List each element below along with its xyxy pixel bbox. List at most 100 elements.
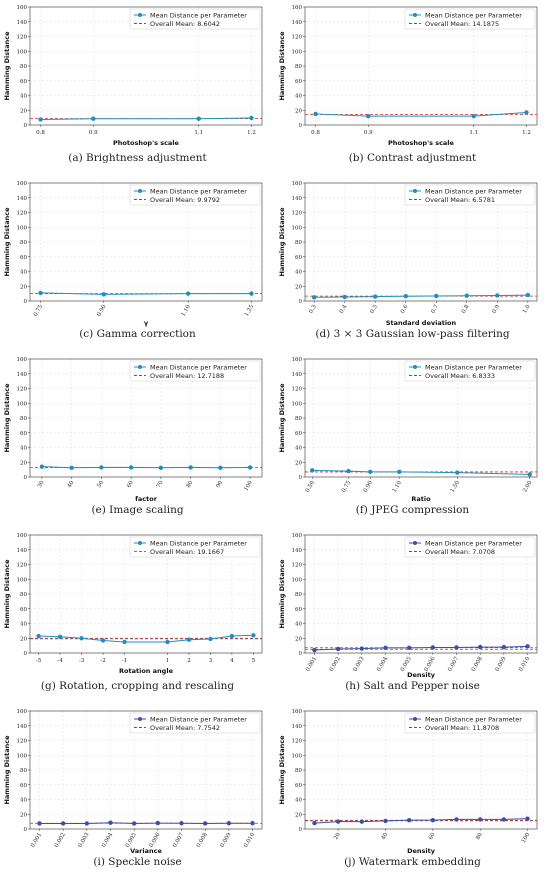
caption-c: (c) Gamma correction xyxy=(79,328,196,340)
y-tick-label: 120 xyxy=(17,387,28,393)
legend-mean-label: Overall Mean: 11.8708 xyxy=(425,724,499,732)
chart-panel-e: 0 20 40 60 80 100 120 140 160 30 40 50 60 70 80 90 100 Ha… xyxy=(0,352,275,528)
y-axis-label: Hamming Distance xyxy=(278,735,286,805)
series-line xyxy=(41,466,251,469)
data-point xyxy=(128,465,134,470)
y-tick-label: 0 xyxy=(299,651,303,657)
data-point xyxy=(196,116,201,121)
x-tick-label: 0.003 xyxy=(352,656,365,673)
data-point xyxy=(313,111,318,117)
caption-h: (h) Salt and Pepper noise xyxy=(345,680,480,692)
data-point xyxy=(455,470,460,475)
x-tick-label: 80 xyxy=(186,480,195,489)
data-point xyxy=(101,292,107,297)
chart-panel-b: 0 20 40 60 80 100 120 140 160 0.8 0.9 1.1 1.2 Hamming… xyxy=(275,0,550,176)
legend-series-marker xyxy=(413,717,417,721)
data-point xyxy=(38,117,43,122)
y-tick-label: 160 xyxy=(292,5,303,11)
legend-series-label: Mean Distance per Parameter xyxy=(150,363,247,371)
data-point xyxy=(247,465,253,470)
x-tick-label: -1 xyxy=(122,658,127,664)
x-tick-label: 2.00 xyxy=(522,480,534,494)
y-tick-label: 140 xyxy=(292,724,303,730)
x-tick-label: -3 xyxy=(79,658,85,664)
y-tick-label: 20 xyxy=(20,108,27,114)
data-point xyxy=(99,465,104,470)
caption-d: (d) 3 × 3 Gaussian low-pass filtering xyxy=(315,328,510,340)
x-axis-label: Ratio xyxy=(411,495,431,503)
chart-b: 0 20 40 60 80 100 120 140 160 0.8 0.9 1.1 1.2 Hamming… xyxy=(278,5,538,147)
data-point xyxy=(208,636,213,642)
data-point xyxy=(249,115,254,121)
x-tick-label: 0.6 xyxy=(400,304,410,315)
legend-mean-label: Overall Mean: 14.1875 xyxy=(425,20,499,28)
y-tick-label: 80 xyxy=(295,768,302,774)
x-tick-label: 90 xyxy=(215,480,224,489)
y-tick-label: 60 xyxy=(20,607,27,613)
legend-box xyxy=(129,8,261,30)
x-axis-label: Density xyxy=(407,847,436,855)
y-tick-label: 100 xyxy=(17,401,28,407)
data-point xyxy=(335,646,341,652)
legend-box xyxy=(404,184,536,206)
y-tick-label: 60 xyxy=(295,607,302,613)
y-tick-label: 0 xyxy=(24,827,28,833)
y-axis-label: Hamming Distance xyxy=(278,383,286,453)
y-tick-label: 20 xyxy=(20,636,27,642)
legend-series-marker xyxy=(413,189,417,193)
x-tick-label: 1.25 xyxy=(244,304,256,318)
legend-series-label: Mean Distance per Parameter xyxy=(425,363,522,371)
y-tick-label: 100 xyxy=(17,577,28,583)
y-axis-label: Hamming Distance xyxy=(3,383,11,453)
series-line xyxy=(314,818,528,824)
chart-a: 0 20 40 60 80 100 120 140 160 0.8 0.9 1.1 1.2 Hamming… xyxy=(3,5,263,147)
legend-box xyxy=(404,8,536,30)
data-point xyxy=(218,465,223,470)
y-tick-label: 60 xyxy=(295,79,302,85)
y-tick-label: 140 xyxy=(17,20,28,26)
y-tick-label: 80 xyxy=(20,768,27,774)
legend-series-marker xyxy=(138,717,142,721)
chart-f: 0 20 40 60 80 100 120 140 160 0.50 0.75 0.90 1.10 1.5… xyxy=(278,357,538,503)
y-tick-label: 40 xyxy=(295,798,302,804)
chart-c: 0 20 40 60 80 100 120 140 160 0.75 0.90 1.10 1.25 Ham… xyxy=(3,181,263,327)
y-tick-label: 60 xyxy=(20,431,27,437)
y-tick-label: 20 xyxy=(295,636,302,642)
y-tick-label: 160 xyxy=(17,5,28,11)
data-point xyxy=(158,465,164,470)
legend-series-label: Mean Distance per Parameter xyxy=(150,11,247,19)
caption-j: (j) Watermark embedding xyxy=(344,856,481,868)
caption-e: (e) Image scaling xyxy=(91,504,184,516)
legend-series-marker xyxy=(138,541,142,545)
y-tick-label: 120 xyxy=(17,563,28,569)
caption-b: (b) Contrast adjustment xyxy=(348,152,477,164)
y-tick-label: 100 xyxy=(17,225,28,231)
y-tick-label: 0 xyxy=(24,123,28,129)
caption-i: (i) Speckle noise xyxy=(93,856,182,868)
data-point xyxy=(525,816,530,821)
x-tick-label: 0.75 xyxy=(341,480,353,494)
legend-mean-label: Overall Mean: 8.6042 xyxy=(150,20,220,28)
x-tick-label: 1.10 xyxy=(181,304,193,318)
y-axis-label: Hamming Distance xyxy=(3,735,11,805)
data-point xyxy=(122,639,127,645)
data-point xyxy=(100,638,106,643)
y-tick-label: 20 xyxy=(295,460,302,466)
y-tick-label: 60 xyxy=(20,255,27,261)
plot-frame xyxy=(304,710,538,830)
chart-panel-j: 0 20 40 60 80 100 120 140 160 20 40 60 80 100 Hamming … xyxy=(275,704,550,880)
y-tick-label: 40 xyxy=(20,622,27,628)
data-point xyxy=(373,294,378,299)
data-point xyxy=(188,465,193,470)
chart-i: 0 20 40 60 80 100 120 140 160 0.001 0.002 0.003 0.00… xyxy=(3,709,263,855)
x-tick-label: 0.002 xyxy=(54,832,67,849)
y-tick-label: 160 xyxy=(292,709,303,715)
plot-frame xyxy=(304,358,538,478)
x-tick-label: 1.2 xyxy=(247,130,256,136)
data-point xyxy=(403,294,408,299)
y-tick-label: 140 xyxy=(17,548,28,554)
y-tick-label: 120 xyxy=(292,35,303,41)
x-axis-label: factor xyxy=(135,495,158,503)
caption-g: (g) Rotation, cropping and rescaling xyxy=(40,680,235,692)
y-tick-label: 140 xyxy=(292,548,303,554)
